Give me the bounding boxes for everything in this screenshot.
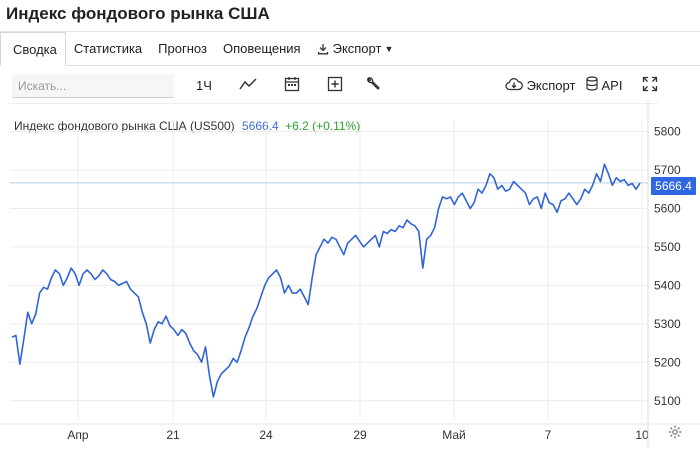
wrench-icon: [365, 76, 381, 95]
chart-settings-button[interactable]: [668, 425, 682, 444]
x-tick-label: Апр: [67, 428, 89, 442]
date-range-button[interactable]: [281, 74, 303, 96]
y-tick-label: 5400: [654, 278, 681, 292]
chevron-down-icon: ▼: [384, 43, 394, 54]
page-title: Индекс фондового рынка США: [6, 4, 270, 23]
tab-statistics[interactable]: Статистика: [73, 41, 143, 56]
calendar-icon: [284, 76, 300, 95]
tab-export[interactable]: Экспорт ▼: [309, 32, 402, 65]
settings-tool-button[interactable]: [362, 74, 384, 96]
export-button[interactable]: Экспорт: [504, 74, 576, 96]
y-tick-label: 5500: [654, 240, 681, 254]
tab-export-label: Экспорт: [332, 41, 382, 56]
price-chart[interactable]: Апр 21 24 29 Май 7 10 5100 5200 5300 5400 5500 5600 5…: [0, 100, 700, 451]
y-tick-label: 5600: [654, 201, 681, 215]
x-tick-label: 29: [353, 428, 367, 442]
chart-type-button[interactable]: [236, 74, 260, 96]
export-label: Экспорт: [526, 77, 576, 93]
price-series-line: [11, 163, 641, 398]
cloud-download-icon: [504, 77, 523, 94]
y-tick-label: 5700: [654, 163, 681, 177]
add-compare-button[interactable]: [324, 74, 346, 96]
line-chart-icon: [239, 77, 257, 94]
y-tick-label: 5300: [654, 317, 681, 331]
instrument-name: Индекс фондового рынка США (US500): [14, 119, 235, 133]
api-button[interactable]: API: [584, 74, 624, 96]
x-tick-label: Май: [442, 428, 466, 442]
fullscreen-icon: [642, 76, 658, 95]
tab-forecast[interactable]: Прогноз: [158, 41, 207, 56]
download-icon: [317, 43, 329, 55]
gear-icon: [668, 425, 682, 443]
plus-box-icon: [327, 76, 343, 95]
current-price-tag: 5666.4: [651, 177, 696, 195]
x-tick-label: 24: [259, 428, 273, 442]
database-icon: [585, 76, 598, 94]
y-tick-label: 5100: [654, 394, 681, 408]
x-tick-label: 7: [545, 428, 552, 442]
legend-change: +6.2 (+0.11%): [285, 119, 361, 133]
tab-summary[interactable]: Сводка: [0, 32, 66, 66]
legend-price: 5666.4: [242, 119, 279, 133]
search-input[interactable]: [12, 74, 174, 98]
x-tick-label: 21: [166, 428, 180, 442]
tab-alerts[interactable]: Оповещения: [222, 41, 301, 56]
x-tick-label: 10: [635, 428, 649, 442]
interval-label: 1Ч: [196, 77, 212, 93]
fullscreen-button[interactable]: [640, 74, 660, 96]
interval-button[interactable]: 1Ч: [190, 74, 218, 96]
chart-toolbar: 1Ч Экспорт API: [0, 70, 700, 100]
y-tick-label: 5200: [654, 355, 681, 369]
y-tick-label: 5800: [654, 125, 681, 139]
toolbar-divider: [8, 103, 658, 104]
api-label: API: [601, 77, 623, 93]
tab-bar: Сводка Статистика Прогноз Оповещения Экс…: [0, 31, 700, 66]
chart-legend: Индекс фондового рынка США (US500) 5666.…: [14, 119, 360, 133]
